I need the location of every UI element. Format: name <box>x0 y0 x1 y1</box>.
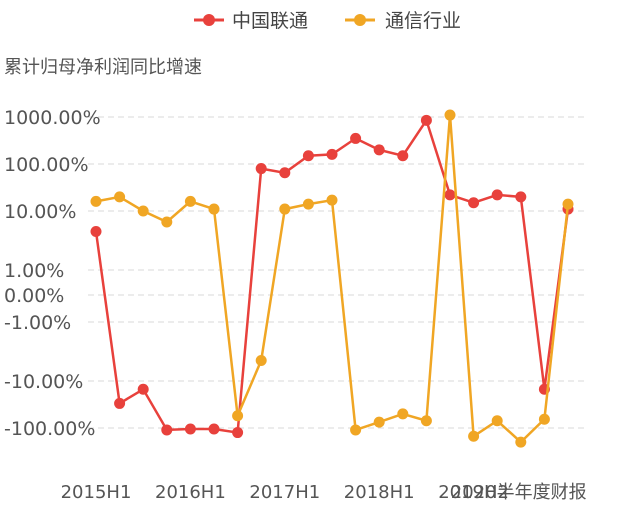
data-point[interactable] <box>90 195 102 207</box>
data-point[interactable] <box>397 150 409 162</box>
series <box>90 109 574 448</box>
data-point[interactable] <box>491 415 503 427</box>
data-point[interactable] <box>184 423 196 435</box>
data-point[interactable] <box>90 225 102 237</box>
x-tick-label: 2018H1 <box>344 482 415 503</box>
data-point[interactable] <box>184 195 196 207</box>
y-tick-label: -1.00% <box>4 312 71 334</box>
data-point[interactable] <box>468 430 480 442</box>
data-point[interactable] <box>302 198 314 210</box>
data-point[interactable] <box>515 436 527 448</box>
legend-marker-series-0 <box>203 14 215 26</box>
y-tick-label: 1.00% <box>4 260 64 282</box>
data-point[interactable] <box>232 410 244 422</box>
data-point[interactable] <box>208 423 220 435</box>
series-1 <box>90 109 574 448</box>
data-point[interactable] <box>255 355 267 367</box>
y-tick-label: 100.00% <box>4 154 89 176</box>
x-tick-label: 2019H2 <box>438 482 509 503</box>
x-tick-label: 2016H1 <box>155 482 226 503</box>
data-point[interactable] <box>326 148 338 160</box>
data-point[interactable] <box>137 205 149 217</box>
data-point[interactable] <box>279 203 291 215</box>
data-point[interactable] <box>326 194 338 206</box>
data-point[interactable] <box>515 191 527 203</box>
data-point[interactable] <box>420 114 432 126</box>
y-tick-label: 0.00% <box>4 285 64 307</box>
y-axis-label: 累计归母净利润同比增速 <box>4 57 202 78</box>
data-point[interactable] <box>350 424 362 436</box>
data-point[interactable] <box>444 109 456 121</box>
x-tick-label: 2020半年度财报 <box>451 482 587 503</box>
series-line <box>94 117 570 435</box>
x-tick-label: 2015H1 <box>61 482 132 503</box>
legend-item-series-1[interactable]: 通信行业 <box>345 10 461 32</box>
data-point[interactable] <box>137 383 149 395</box>
legend-label-series-1: 通信行业 <box>385 10 461 32</box>
data-point[interactable] <box>302 150 314 162</box>
data-point[interactable] <box>420 415 432 427</box>
y-tick-label: 10.00% <box>4 201 76 223</box>
data-point[interactable] <box>114 191 126 203</box>
series-0 <box>90 114 574 439</box>
data-point[interactable] <box>161 216 173 228</box>
legend-label-series-0: 中国联通 <box>232 10 308 32</box>
data-point[interactable] <box>562 198 574 210</box>
y-axis-ticks: 1000.00% 100.00% 10.00% 1.00% 0.00% -1.00% -10… <box>4 107 101 440</box>
data-point[interactable] <box>373 416 385 428</box>
y-tick-label: 1000.00% <box>4 107 101 129</box>
data-point[interactable] <box>208 203 220 215</box>
data-point[interactable] <box>538 413 550 425</box>
y-tick-label: -100.00% <box>4 418 95 440</box>
y-tick-label: -10.00% <box>4 371 83 393</box>
legend: 中国联通 通信行业 <box>194 10 461 32</box>
data-point[interactable] <box>350 132 362 144</box>
legend-item-series-0[interactable]: 中国联通 <box>194 10 308 32</box>
data-point[interactable] <box>255 163 267 175</box>
grid <box>88 116 588 429</box>
data-point[interactable] <box>232 427 244 439</box>
legend-marker-series-1 <box>354 14 366 26</box>
data-point[interactable] <box>161 424 173 436</box>
x-tick-label: 2017H1 <box>249 482 320 503</box>
data-point[interactable] <box>397 408 409 420</box>
data-point[interactable] <box>279 167 291 179</box>
data-point[interactable] <box>468 197 480 209</box>
data-point[interactable] <box>114 397 126 409</box>
data-point[interactable] <box>373 144 385 156</box>
data-point[interactable] <box>444 189 456 201</box>
data-point[interactable] <box>491 189 503 201</box>
